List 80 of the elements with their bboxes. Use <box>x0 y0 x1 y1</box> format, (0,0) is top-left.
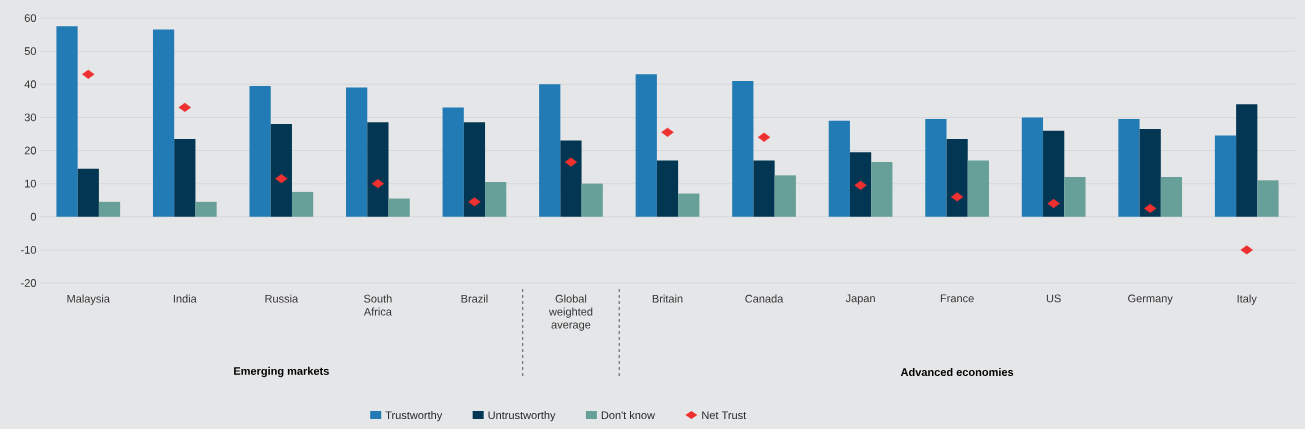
y-tick-label: 60 <box>24 14 37 22</box>
y-tick-label: 20 <box>24 146 37 155</box>
bar <box>152 29 175 217</box>
bar <box>1043 130 1065 217</box>
legend-label: Don't know <box>601 411 655 420</box>
bar <box>946 138 968 217</box>
point <box>371 179 385 189</box>
x-tick-label: Japan <box>845 294 875 305</box>
legend-label: Trustworthy <box>385 411 443 422</box>
bar <box>1257 180 1279 217</box>
bar <box>656 160 679 217</box>
x-tick-label: Germany <box>1128 294 1173 305</box>
point <box>564 157 578 167</box>
bar <box>1236 104 1258 217</box>
bar <box>1160 177 1183 217</box>
point <box>178 102 192 113</box>
bar <box>732 80 754 217</box>
bar <box>249 85 271 217</box>
bar <box>98 201 121 217</box>
bar <box>1139 128 1161 217</box>
text: Advanced economies <box>900 367 1014 377</box>
point <box>757 132 771 142</box>
x-tick-label: Russia <box>265 294 299 303</box>
bar <box>871 162 893 217</box>
bar <box>925 119 947 217</box>
bar <box>560 140 582 217</box>
point <box>661 127 674 137</box>
point <box>468 197 481 207</box>
x-tick-label: India <box>173 294 197 303</box>
x-tick-label: Global weighted average <box>548 294 593 331</box>
legend-label: Untrustworthy <box>488 411 556 422</box>
bar <box>56 26 78 217</box>
bar <box>753 160 775 217</box>
x-tick-label: Canada <box>745 294 784 303</box>
bar <box>1118 119 1140 217</box>
y-tick-label: 10 <box>25 179 37 188</box>
bar <box>485 181 507 217</box>
bar <box>463 122 486 217</box>
bar <box>539 84 561 217</box>
bar <box>774 175 796 217</box>
bar <box>442 107 464 217</box>
bar <box>1021 117 1044 217</box>
y-tick-label: 40 <box>24 80 37 89</box>
bar <box>678 193 700 217</box>
bar <box>195 201 217 217</box>
point <box>1240 245 1253 255</box>
bar <box>1214 135 1237 217</box>
y-tick-label: -10 <box>21 245 37 254</box>
x-tick-label: France <box>940 294 974 303</box>
point <box>1144 203 1157 214</box>
text: Emerging markets <box>234 366 329 378</box>
bar <box>270 124 292 217</box>
y-tick-label: 30 <box>24 113 37 122</box>
bar <box>581 183 603 217</box>
x-tick-label: US <box>1046 294 1061 303</box>
y-tick-label: 0 <box>30 212 37 221</box>
bar <box>635 74 657 217</box>
bar <box>291 191 314 217</box>
point <box>1047 198 1060 209</box>
x-tick-label: South Africa <box>363 294 392 316</box>
point <box>950 192 964 202</box>
legend-label: Net Trust <box>702 411 747 420</box>
x-tick-label: Brazil <box>461 294 488 303</box>
bar <box>828 120 850 217</box>
bar <box>174 138 196 217</box>
bar <box>346 87 368 217</box>
point <box>275 174 288 184</box>
bar <box>388 198 410 217</box>
bar <box>967 160 989 217</box>
bar <box>77 168 99 217</box>
point <box>854 180 867 190</box>
y-tick-label: 50 <box>24 47 37 56</box>
bar <box>849 152 872 217</box>
y-tick-label: -20 <box>21 279 37 287</box>
x-tick-label: Italy <box>1237 294 1257 305</box>
x-tick-label: Malaysia <box>67 294 110 305</box>
bar <box>367 122 389 217</box>
bar <box>1064 177 1086 217</box>
x-tick-label: Britain <box>652 294 683 303</box>
point <box>82 69 95 79</box>
